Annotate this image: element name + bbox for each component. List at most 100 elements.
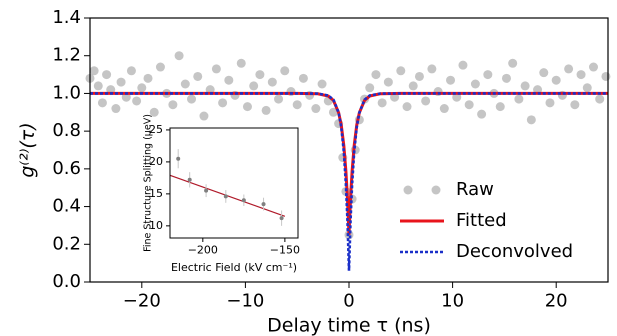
raw-point: [588, 62, 598, 72]
inset-point: [204, 188, 209, 193]
raw-point: [371, 70, 381, 80]
raw-point: [261, 105, 271, 115]
raw-point: [193, 71, 203, 81]
raw-point: [121, 92, 131, 102]
deconvolved-line: [90, 92, 608, 271]
raw-point: [533, 85, 543, 95]
raw-point: [102, 70, 112, 80]
raw-point: [483, 70, 493, 80]
inset-point: [241, 198, 246, 203]
raw-point: [526, 115, 536, 125]
inset-y-axis-label: Fine Structure Splitting (μeV): [143, 114, 154, 252]
legend-label: Raw: [456, 179, 494, 200]
y-tick-label: 1.2: [52, 45, 81, 66]
raw-point: [111, 104, 121, 114]
y-tick-label: 0.6: [52, 158, 81, 179]
plot-frame: [89, 17, 609, 283]
raw-point: [545, 98, 555, 108]
raw-point: [89, 66, 99, 76]
raw-point: [365, 83, 375, 93]
x-tick-label: −200: [188, 243, 218, 256]
raw-point: [317, 79, 327, 89]
raw-point: [137, 83, 147, 93]
fitted-line: [90, 91, 608, 235]
inset-frame: [169, 127, 299, 239]
raw-point: [576, 70, 586, 80]
raw-point: [267, 77, 277, 87]
raw-point: [97, 98, 107, 108]
raw-point: [402, 102, 412, 112]
raw-point: [595, 94, 605, 104]
raw-point: [93, 81, 103, 91]
raw-point: [274, 94, 284, 104]
raw-point: [224, 75, 234, 85]
raw-point: [311, 104, 321, 114]
raw-point: [477, 109, 487, 119]
raw-point: [520, 81, 530, 91]
raw-point: [458, 60, 468, 70]
legend-label: Deconvolved: [456, 241, 573, 262]
y-tick-label: 0.0: [52, 271, 81, 292]
y-tick-label: 25: [149, 123, 163, 136]
raw-point: [396, 66, 406, 76]
raw-point: [564, 64, 574, 74]
y-tick-label: 1.4: [52, 7, 81, 28]
x-axis-label: Delay time τ (ns): [267, 315, 431, 336]
y-tick-label: 1.0: [52, 82, 81, 103]
x-tick-label: −20: [123, 291, 161, 312]
raw-point: [132, 96, 142, 106]
raw-point: [501, 73, 511, 83]
raw-point: [427, 64, 437, 74]
x-tick-label: −10: [226, 291, 264, 312]
raw-point: [582, 83, 592, 93]
raw-point: [106, 85, 116, 95]
inset-point: [176, 156, 181, 161]
raw-point: [155, 62, 165, 72]
legend-marker: [431, 185, 441, 195]
raw-point: [242, 102, 252, 112]
raw-point: [495, 102, 505, 112]
raw-point: [199, 111, 209, 121]
raw-point: [421, 96, 431, 106]
raw-point: [446, 75, 456, 85]
raw-point: [218, 98, 228, 108]
raw-point: [280, 66, 290, 76]
raw-point: [570, 100, 580, 110]
raw-point: [126, 66, 136, 76]
raw-point: [249, 81, 259, 91]
inset-point: [223, 194, 228, 199]
x-tick-label: 20: [545, 291, 568, 312]
raw-point: [439, 104, 449, 114]
y-tick-label: 0.4: [52, 196, 81, 217]
raw-point: [383, 77, 393, 87]
raw-point: [452, 92, 462, 102]
x-tick-label: 0: [343, 291, 354, 312]
raw-point: [174, 51, 184, 61]
raw-point: [514, 94, 524, 104]
y-tick-label: 0.2: [52, 233, 81, 254]
raw-point: [551, 75, 561, 85]
y-axis-label: g⁽²⁾(τ): [17, 122, 39, 177]
raw-point: [298, 73, 308, 83]
inset-x-axis-label: Electric Field (kV cm⁻¹): [171, 261, 297, 274]
raw-point: [236, 58, 246, 68]
raw-point: [328, 107, 338, 117]
x-tick-label: −150: [270, 243, 300, 256]
raw-point: [180, 79, 190, 89]
inset-point: [187, 177, 192, 182]
y-tick-label: 20: [149, 155, 163, 168]
raw-point: [601, 71, 611, 81]
y-tick-label: 10: [149, 219, 163, 232]
inset-point: [261, 202, 266, 207]
raw-point: [508, 58, 518, 68]
raw-point: [408, 81, 418, 91]
raw-point: [205, 85, 215, 95]
raw-point: [464, 100, 474, 110]
raw-point: [255, 70, 265, 80]
raw-point: [211, 64, 221, 74]
legend-label: Fitted: [456, 210, 507, 231]
raw-point: [414, 71, 424, 81]
x-tick-label: 10: [441, 291, 464, 312]
raw-point: [539, 68, 549, 78]
